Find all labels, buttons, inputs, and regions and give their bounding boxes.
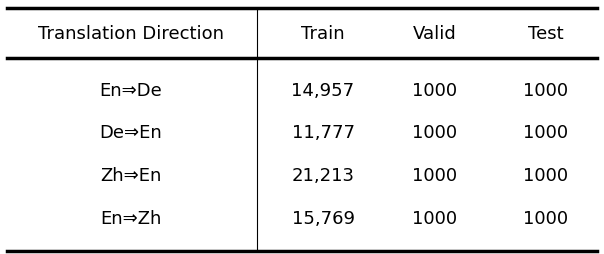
Text: 1000: 1000	[523, 210, 568, 228]
Text: 15,769: 15,769	[292, 210, 355, 228]
Text: Translation Direction: Translation Direction	[37, 25, 223, 43]
Text: 1000: 1000	[412, 210, 457, 228]
Text: De⇒En: De⇒En	[99, 124, 162, 142]
Text: Valid: Valid	[413, 25, 456, 43]
Text: 1000: 1000	[412, 82, 457, 100]
Text: Zh⇒En: Zh⇒En	[100, 167, 161, 185]
Text: 14,957: 14,957	[292, 82, 355, 100]
Text: 1000: 1000	[412, 167, 457, 185]
Text: Train: Train	[301, 25, 345, 43]
Text: En⇒Zh: En⇒Zh	[100, 210, 161, 228]
Text: En⇒De: En⇒De	[99, 82, 162, 100]
Text: 1000: 1000	[523, 124, 568, 142]
Text: 21,213: 21,213	[292, 167, 355, 185]
Text: 1000: 1000	[412, 124, 457, 142]
Text: 1000: 1000	[523, 167, 568, 185]
Text: 1000: 1000	[523, 82, 568, 100]
Text: Test: Test	[528, 25, 564, 43]
Text: 11,777: 11,777	[292, 124, 355, 142]
